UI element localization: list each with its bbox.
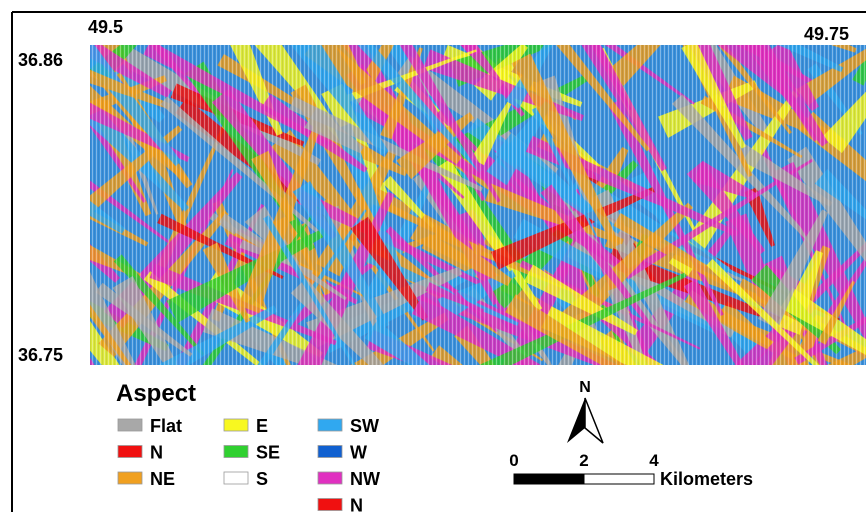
legend-swatch [223,471,249,485]
legend-swatch [117,445,143,458]
coord-label: 36.75 [18,345,63,365]
legend-label: SE [256,443,280,463]
legend-label: E [256,416,268,436]
arrow-right [584,397,604,444]
legend-label: S [256,469,268,489]
coord-label: 49.75 [804,24,849,44]
legend-label: Flat [150,416,182,436]
legend-swatch [117,418,143,432]
scale-label: 0 [509,451,518,470]
legend-label: N [150,443,163,463]
coord-label: 49.5 [88,17,123,37]
arrow-left [567,398,585,443]
scale-bar: 0 2 4 Kilometers [509,451,753,489]
scale-label: 4 [649,451,659,470]
legend-swatch [223,445,249,458]
legend-swatch [117,471,143,485]
north-label: N [579,379,591,396]
legend-label: SW [350,416,379,436]
legend: Flat N NE E SE S SW W NW N [117,416,380,516]
scale-segment [583,473,655,485]
legend-swatch [223,418,249,432]
coord-label: 36.86 [18,50,63,70]
legend-label: NE [150,469,175,489]
raster-texture [90,45,866,365]
scale-label: 2 [579,451,588,470]
aspect-raster [90,45,866,365]
legend-swatch [317,418,343,432]
legend-swatch [317,498,343,511]
legend-swatch [317,445,343,458]
legend-label: NW [350,469,380,489]
north-arrow: N [567,379,604,444]
legend-label: N [350,496,363,513]
scale-segment [513,473,585,485]
legend-swatch [317,471,343,485]
legend-label: W [350,443,367,463]
scale-unit: Kilometers [660,469,753,489]
legend-title: Aspect [116,380,196,407]
